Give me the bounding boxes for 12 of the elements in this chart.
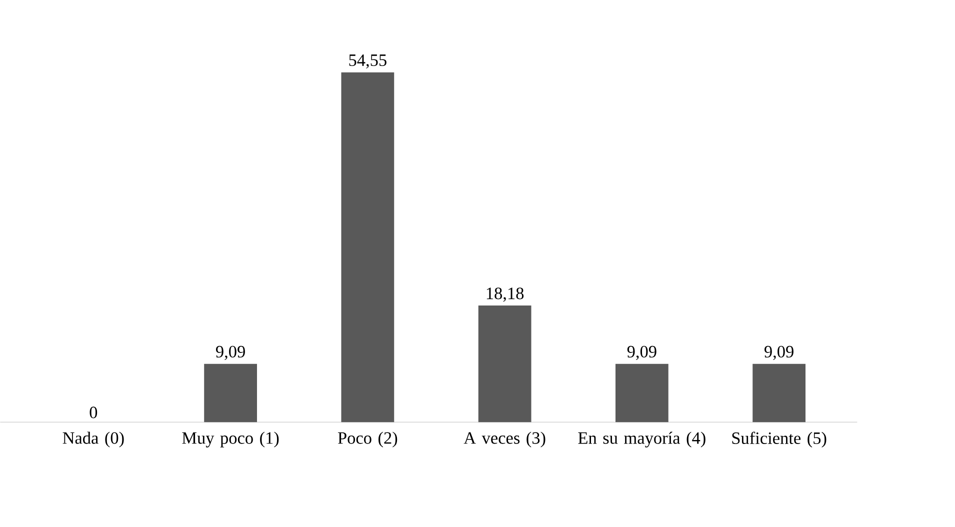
x-tick-label: En su mayoría (4) [578, 432, 706, 448]
x-tick-label: Muy poco (1) [182, 432, 279, 448]
data-label: 9,09 [764, 346, 794, 360]
data-label: 54,55 [349, 54, 386, 69]
data-label: 9,09 [216, 346, 245, 360]
x-tick-label: Poco (2) [338, 432, 398, 448]
x-tick-label: Nada (0) [62, 432, 124, 448]
data-label: 0 [90, 406, 98, 418]
x-tick-label: Suficiente (5) [732, 432, 826, 448]
data-label: 9,09 [627, 346, 656, 360]
data-label: 18,18 [486, 288, 524, 302]
x-tick-label: A veces (3) [464, 432, 546, 448]
